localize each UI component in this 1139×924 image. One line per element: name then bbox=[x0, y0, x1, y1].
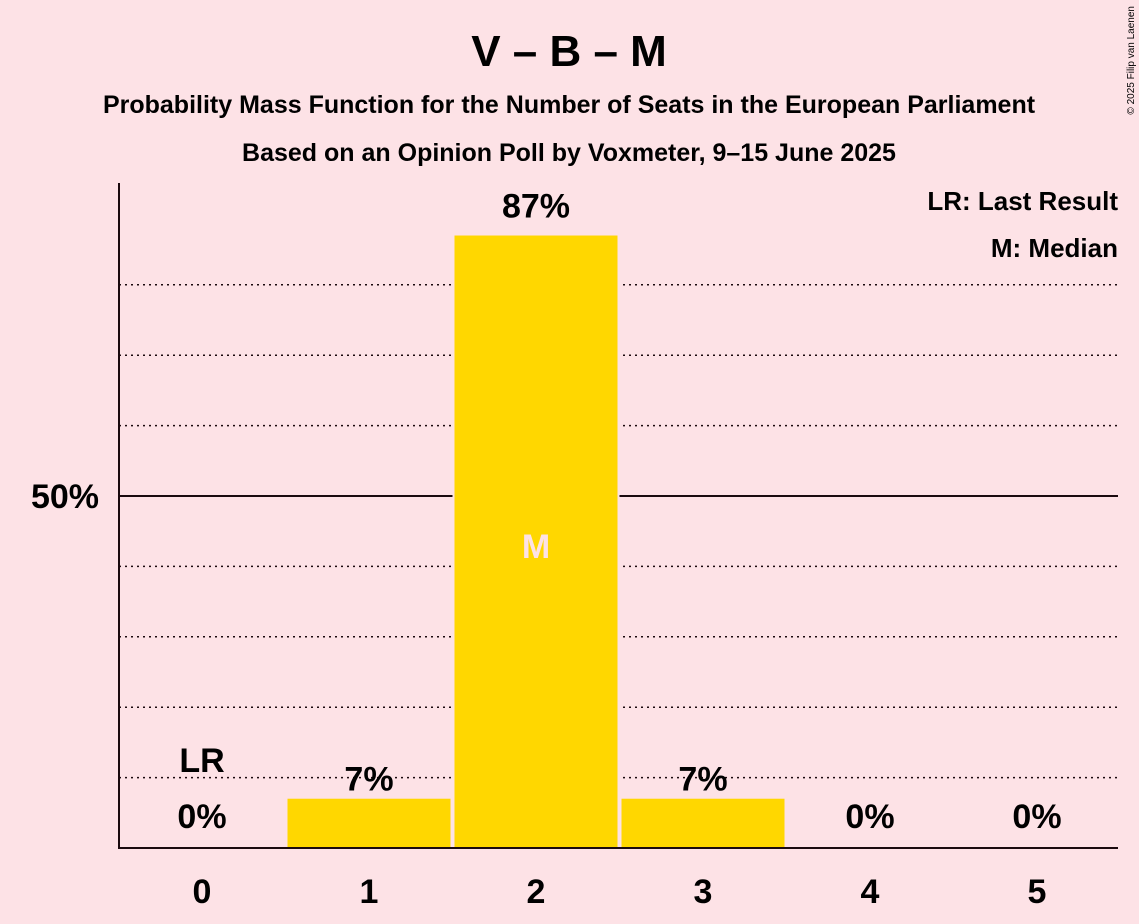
x-tick-label-4: 4 bbox=[861, 873, 880, 911]
last-result-marker: LR bbox=[179, 742, 224, 780]
bar-3 bbox=[621, 798, 785, 848]
chart-subtitle: Probability Mass Function for the Number… bbox=[103, 91, 1036, 119]
x-tick-label-2: 2 bbox=[527, 873, 546, 911]
bar-1 bbox=[287, 798, 451, 848]
value-label-1: 7% bbox=[344, 761, 393, 799]
x-tick-label-0: 0 bbox=[193, 873, 212, 911]
x-tick-label-1: 1 bbox=[360, 873, 379, 911]
value-label-0: 0% bbox=[177, 798, 226, 836]
median-marker: M bbox=[522, 528, 550, 566]
value-label-2: 87% bbox=[502, 188, 570, 226]
chart-title: V – B – M bbox=[471, 27, 667, 76]
bar-2 bbox=[454, 235, 618, 848]
x-tick-label-3: 3 bbox=[694, 873, 713, 911]
value-labels: 0 0% LR 1 7% 2 87% M 3 7% 4 0% 5 0% bbox=[177, 188, 1061, 911]
copyright-note: © 2025 Filip van Laenen bbox=[1126, 6, 1137, 115]
chart-subtitle-source: Based on an Opinion Poll by Voxmeter, 9–… bbox=[242, 139, 896, 167]
legend-median: M: Median bbox=[991, 233, 1118, 263]
legend-last-result: LR: Last Result bbox=[927, 186, 1118, 216]
y-tick-label-50: 50% bbox=[31, 478, 99, 516]
x-tick-label-5: 5 bbox=[1028, 873, 1047, 911]
value-label-3: 7% bbox=[678, 761, 727, 799]
value-label-5: 0% bbox=[1012, 798, 1061, 836]
bars bbox=[285, 233, 787, 848]
value-label-4: 0% bbox=[845, 798, 894, 836]
